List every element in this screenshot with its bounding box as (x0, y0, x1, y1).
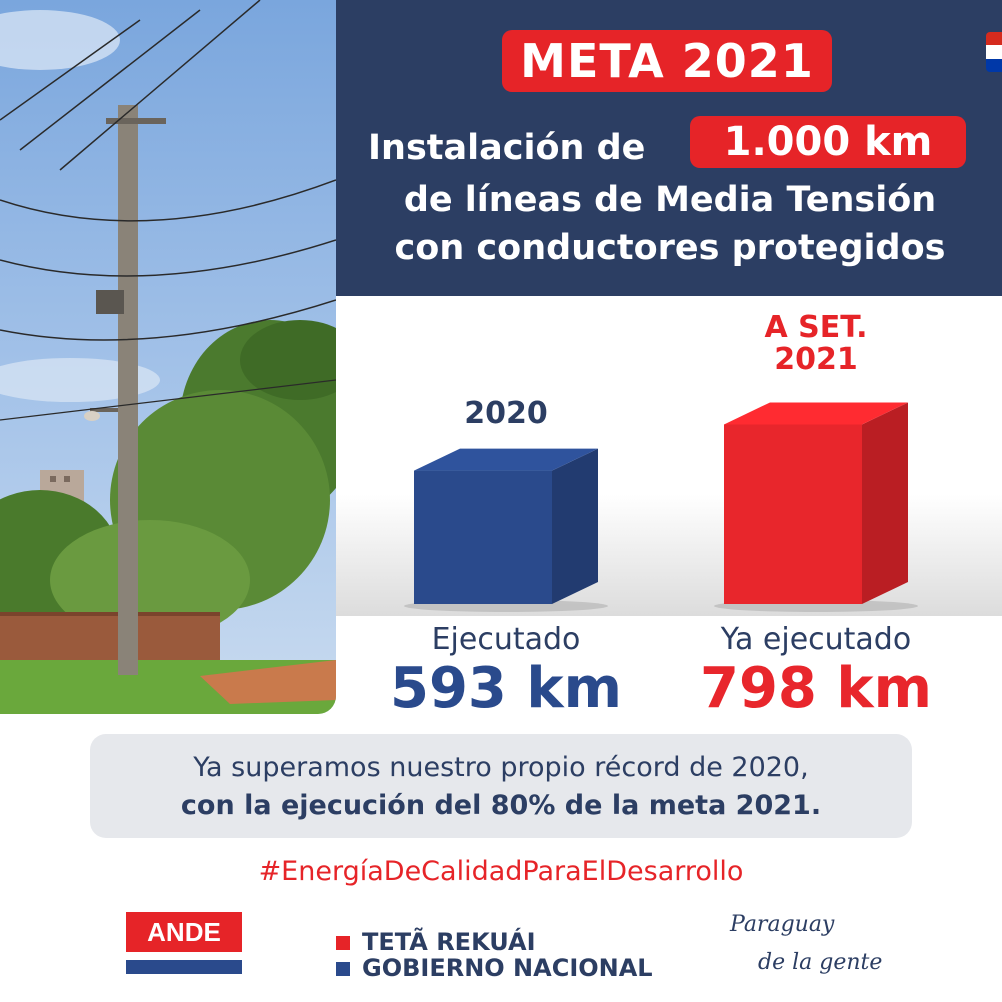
slogan-line1: Paraguay (730, 912, 835, 937)
bar-caption-ya-ejecutado: Ya ejecutado (720, 622, 912, 657)
headline-line3: con conductores protegidos (394, 228, 946, 268)
bar-year-label-2021-line2: 2021 (774, 342, 858, 377)
bar-caption-ejecutado: Ejecutado (431, 622, 581, 657)
red-square-icon (336, 936, 350, 950)
callout-line1: Ya superamos nuestro propio récord de 20… (193, 752, 809, 783)
bar-chart (404, 402, 918, 612)
bar-value-798: 798 km (700, 656, 932, 721)
ande-logo: ANDE (126, 912, 242, 976)
bar-2020 (404, 448, 608, 612)
utility-pole-photo (0, 0, 336, 714)
bar-top-face (724, 402, 908, 425)
meta-badge: META 2021 (502, 30, 832, 92)
hashtag: #EnergíaDeCalidadParaElDesarrollo (258, 856, 744, 887)
gov-line1: TETÃ REKUÁI (336, 928, 536, 956)
bar-side-face (862, 402, 908, 604)
bar-value-593: 593 km (390, 656, 622, 721)
bar-top-face (414, 448, 598, 471)
blue-square-icon (336, 962, 350, 976)
bar-side-face (552, 448, 598, 604)
bar-year-label-2020: 2020 (464, 396, 548, 431)
callout-line2: con la ejecución del 80% de la meta 2021… (180, 790, 822, 821)
slogan-line2: de la gente (758, 950, 883, 975)
ande-logo-text: ANDE (147, 917, 221, 947)
bar-year-label-2021-line1: A SET. (764, 310, 868, 345)
paraguay-flag-icon (986, 32, 1002, 72)
bar-a-set-2021 (714, 402, 918, 612)
headline-line1: Instalación de (368, 128, 646, 168)
gov-line1-text: TETÃ REKUÁI (362, 928, 536, 956)
headline-km-badge: 1.000 km (690, 116, 966, 168)
bar-front-face (724, 424, 862, 604)
headline-line2: de líneas de Media Tensión (403, 180, 937, 220)
gov-line2-text: GOBIERNO NACIONAL (362, 954, 653, 982)
callout-box (90, 734, 912, 838)
gov-line2: GOBIERNO NACIONAL (336, 954, 653, 982)
bar-front-face (414, 470, 552, 604)
